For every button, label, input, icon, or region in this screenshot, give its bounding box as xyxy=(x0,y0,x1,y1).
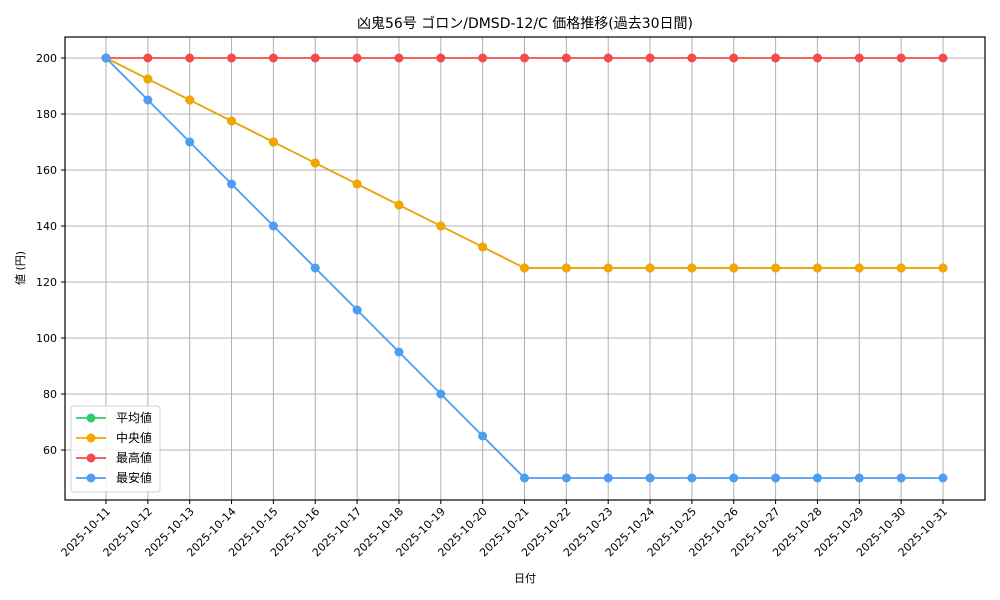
legend-label: 平均値 xyxy=(116,410,152,425)
legend-item: 最安値 xyxy=(76,470,152,485)
y-tick-label: 60 xyxy=(43,444,57,457)
y-tick-label: 80 xyxy=(43,388,57,401)
legend-label: 最高値 xyxy=(116,450,152,465)
y-tick-label: 200 xyxy=(36,52,57,65)
legend-item: 最高値 xyxy=(76,450,152,465)
y-tick-label: 120 xyxy=(36,276,57,289)
series-3 xyxy=(101,53,948,483)
x-axis-label: 日付 xyxy=(514,572,536,585)
y-tick-label: 180 xyxy=(36,108,57,121)
legend-item: 平均値 xyxy=(76,410,152,425)
y-axis-label: 値 (円) xyxy=(14,251,27,285)
series-lines xyxy=(101,53,948,483)
legend-item: 中央値 xyxy=(76,430,152,445)
legend-label: 中央値 xyxy=(116,430,152,445)
x-axis-ticks: 2025-10-112025-10-122025-10-132025-10-14… xyxy=(59,500,950,559)
y-tick-label: 160 xyxy=(36,164,57,177)
y-axis-ticks: 60 80 100 120 140 160 180 200 xyxy=(36,52,65,457)
y-tick-label: 140 xyxy=(36,220,57,233)
chart-title: 凶鬼56号 ゴロン/DMSD-12/C 価格推移(過去30日間) xyxy=(357,15,693,32)
series-2 xyxy=(101,53,948,63)
series-1 xyxy=(101,53,948,273)
y-tick-label: 100 xyxy=(36,332,57,345)
legend-label: 最安値 xyxy=(116,470,152,485)
